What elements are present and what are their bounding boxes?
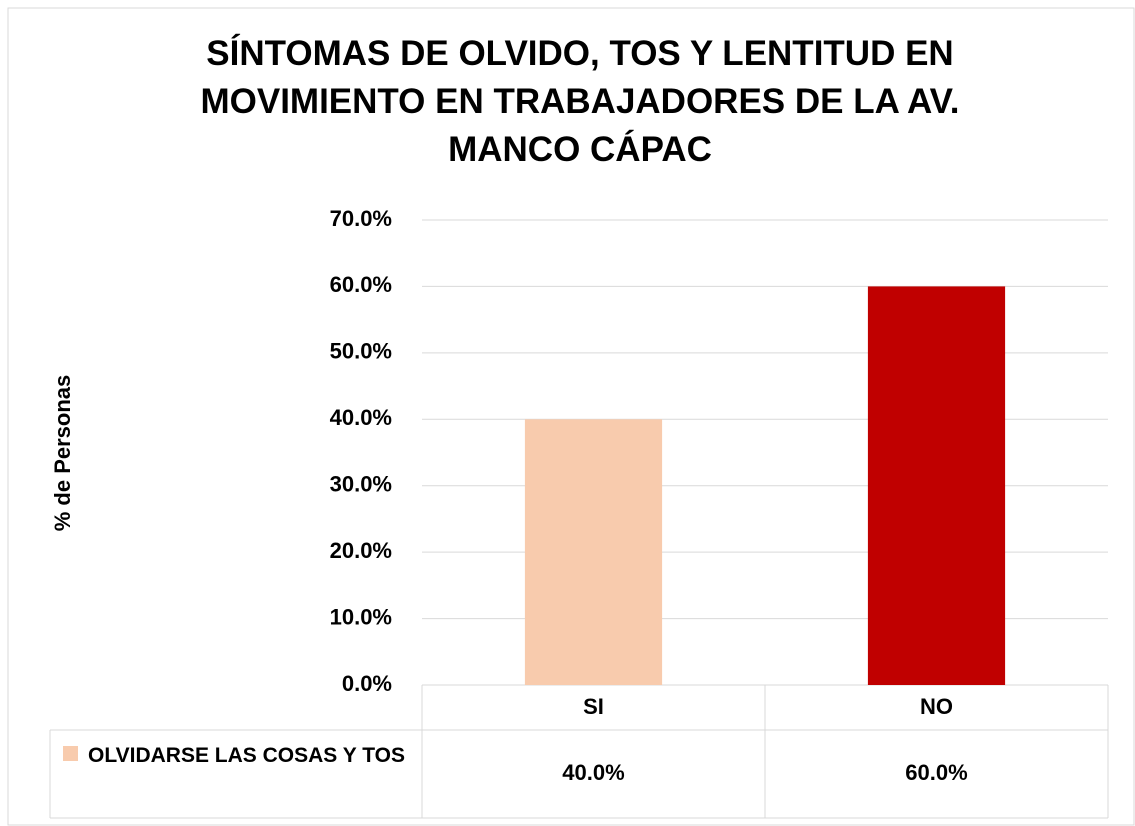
x-tick-label: SI [583, 694, 604, 719]
legend-key [63, 746, 78, 761]
bar [524, 419, 663, 685]
y-tick-label: 70.0% [330, 206, 392, 231]
y-axis-label: % de Personas [50, 375, 75, 532]
y-tick-label: 40.0% [330, 405, 392, 430]
y-tick-label: 10.0% [330, 604, 392, 629]
y-tick-label: 20.0% [330, 538, 392, 563]
chart-border [7, 7, 1135, 826]
bar [867, 286, 1006, 685]
y-tick-label: 0.0% [342, 671, 392, 696]
legend-label: OLVIDARSE LAS COSAS Y TOS [88, 744, 406, 767]
chart-title: SÍNTOMAS DE OLVIDO, TOS Y LENTITUD EN MO… [200, 34, 960, 169]
table-value: 40.0% [562, 760, 624, 785]
y-tick-label: 30.0% [330, 472, 392, 497]
y-tick-label: 50.0% [330, 339, 392, 364]
table-value: 60.0% [905, 760, 967, 785]
y-tick-label: 60.0% [330, 272, 392, 297]
x-tick-label: NO [920, 694, 953, 719]
